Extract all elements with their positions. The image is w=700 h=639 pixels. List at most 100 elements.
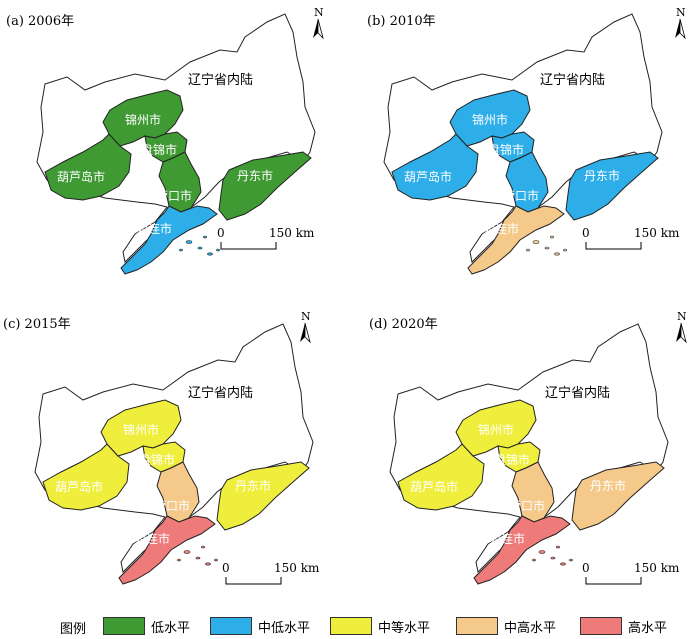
province-label: 辽宁省内陆 bbox=[545, 385, 610, 401]
island bbox=[195, 556, 201, 560]
legend-label-mid-low: 中低水平 bbox=[258, 620, 311, 636]
island bbox=[556, 545, 560, 549]
region-label-huludao: 葫芦岛市 bbox=[55, 479, 103, 494]
island bbox=[214, 558, 218, 562]
region-dandong bbox=[216, 461, 310, 531]
legend-item-mid-low: 中低水平 bbox=[210, 616, 310, 636]
legend-swatch-mid-high bbox=[456, 617, 498, 635]
region-label-dandong: 丹东市 bbox=[584, 168, 620, 183]
scale-zero: 0 bbox=[582, 561, 590, 575]
region-dalian bbox=[467, 205, 565, 275]
region-label-huludao: 葫芦岛市 bbox=[404, 169, 452, 184]
legend-swatch-mid-low bbox=[210, 617, 252, 635]
scale-distance: 150 km bbox=[269, 226, 315, 240]
island bbox=[550, 235, 554, 239]
scale-zero: 0 bbox=[222, 561, 230, 575]
province-label: 辽宁省内陆 bbox=[188, 72, 253, 88]
svg-text:N: N bbox=[314, 6, 324, 19]
region-label-yingkou: 营口市 bbox=[154, 498, 190, 513]
island bbox=[532, 558, 536, 562]
region-yingkou bbox=[505, 151, 549, 213]
legend-item-mid: 中等水平 bbox=[330, 616, 430, 636]
island bbox=[569, 558, 573, 562]
island bbox=[554, 252, 560, 256]
island bbox=[205, 562, 211, 566]
province-label: 辽宁省内陆 bbox=[188, 385, 253, 401]
legend-title: 图例 bbox=[60, 622, 87, 637]
region-label-jinzhou: 锦州市 bbox=[472, 112, 508, 127]
region-dandong bbox=[571, 461, 665, 531]
region-label-panjin: 盘锦市 bbox=[494, 452, 530, 467]
region-huludao bbox=[391, 133, 479, 201]
svg-text:N: N bbox=[676, 6, 686, 19]
island bbox=[538, 550, 546, 554]
region-label-dalian: 大连市 bbox=[483, 221, 519, 236]
panel-title: (c) 2015年 bbox=[3, 317, 71, 332]
panel-title: (a) 2006年 bbox=[6, 14, 74, 29]
scale-bar: 0 150 km bbox=[217, 226, 315, 250]
region-label-dalian: 大连市 bbox=[134, 531, 170, 546]
island bbox=[216, 248, 220, 252]
island bbox=[185, 240, 193, 244]
island bbox=[560, 562, 566, 566]
scale-zero: 0 bbox=[582, 226, 590, 240]
svg-text:N: N bbox=[677, 310, 687, 323]
scale-distance: 150 km bbox=[274, 561, 320, 575]
scale-bar: 0 150 km bbox=[582, 561, 680, 585]
island bbox=[179, 248, 183, 252]
scale-distance: 150 km bbox=[634, 561, 680, 575]
north-arrow-icon: N bbox=[675, 6, 686, 40]
island bbox=[197, 246, 203, 250]
panel-title: (d) 2020年 bbox=[369, 317, 438, 332]
scale-bar: 0 150 km bbox=[582, 226, 680, 250]
region-huludao bbox=[42, 443, 130, 511]
island bbox=[183, 550, 191, 554]
region-label-jinzhou: 锦州市 bbox=[123, 422, 159, 437]
region-huludao bbox=[397, 443, 485, 511]
legend-swatch-low bbox=[103, 617, 145, 635]
legend: 图例 低水平 中低水平 中等水平 中高水平 高水平 bbox=[0, 614, 700, 639]
legend-item-high: 高水平 bbox=[580, 616, 667, 636]
legend-label-low: 低水平 bbox=[151, 620, 191, 636]
region-label-panjin: 盘锦市 bbox=[488, 142, 524, 157]
region-yingkou bbox=[511, 461, 555, 523]
legend-label-mid-high: 中高水平 bbox=[504, 620, 557, 636]
region-label-yingkou: 营口市 bbox=[503, 188, 539, 203]
region-label-dandong: 丹东市 bbox=[237, 168, 273, 183]
region-dalian bbox=[120, 205, 218, 275]
panel-title: (b) 2010年 bbox=[367, 14, 436, 29]
region-label-yingkou: 营口市 bbox=[509, 498, 545, 513]
island bbox=[550, 556, 556, 560]
region-label-huludao: 葫芦岛市 bbox=[57, 169, 105, 184]
north-arrow-icon: N bbox=[313, 6, 324, 40]
island bbox=[544, 246, 550, 250]
island bbox=[532, 240, 540, 244]
island bbox=[203, 235, 207, 239]
island bbox=[201, 545, 205, 549]
region-label-dandong: 丹东市 bbox=[590, 478, 626, 493]
region-dandong bbox=[218, 151, 312, 221]
region-label-dalian: 大连市 bbox=[489, 531, 525, 546]
legend-label-high: 高水平 bbox=[628, 620, 668, 636]
north-arrow-icon: N bbox=[676, 310, 687, 344]
province-label: 辽宁省内陆 bbox=[540, 72, 605, 88]
scale-distance: 150 km bbox=[634, 226, 680, 240]
region-dandong bbox=[565, 151, 659, 221]
island bbox=[563, 248, 567, 252]
region-label-dandong: 丹东市 bbox=[235, 478, 271, 493]
region-label-jinzhou: 锦州市 bbox=[478, 422, 514, 437]
region-dalian bbox=[118, 515, 216, 585]
scale-bar: 0 150 km bbox=[222, 561, 320, 585]
svg-text:N: N bbox=[301, 310, 311, 323]
scale-zero: 0 bbox=[217, 226, 225, 240]
region-huludao bbox=[44, 133, 132, 201]
legend-label-mid: 中等水平 bbox=[378, 620, 431, 636]
island bbox=[526, 248, 530, 252]
legend-swatch-mid bbox=[330, 617, 372, 635]
region-label-yingkou: 营口市 bbox=[156, 188, 192, 203]
region-yingkou bbox=[156, 461, 200, 523]
